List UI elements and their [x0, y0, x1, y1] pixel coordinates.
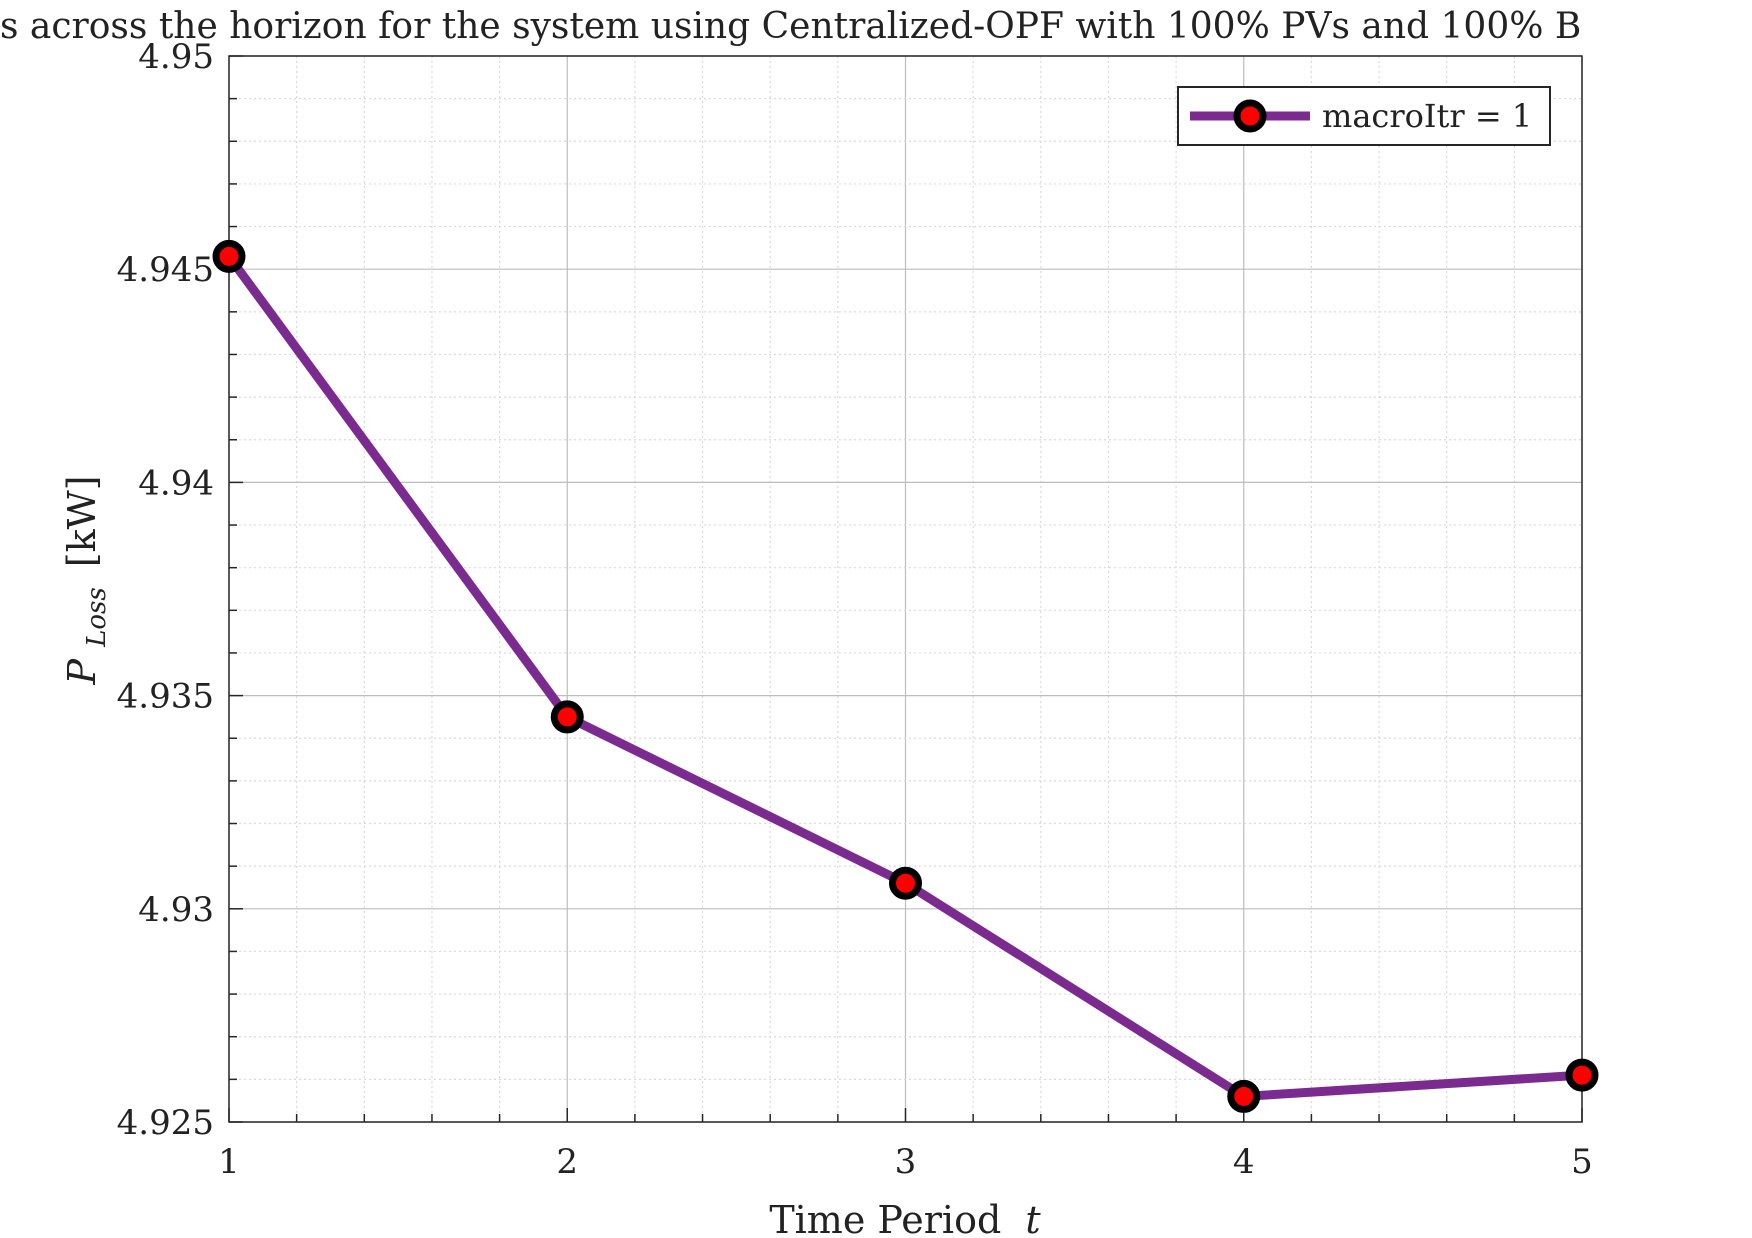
y-tick-labels: 4.925 4.93 4.935 4.94 4.945 4.95	[117, 37, 214, 1143]
y-axis-label-subscript: Loss	[82, 587, 112, 648]
data-point	[889, 866, 922, 900]
y-axis-label-symbol: P	[60, 658, 104, 686]
x-tick-label: 2	[556, 1142, 578, 1182]
y-tick-label: 4.94	[138, 463, 214, 503]
y-axis-label: P Loss [kW]	[60, 475, 114, 685]
y-tick-label: 4.945	[117, 250, 214, 290]
x-tick-labels: 1 2 3 4 5	[218, 1142, 1593, 1182]
x-axis-label-text: Time Period	[769, 1198, 1001, 1238]
svg-text:P Loss [kW]: P Loss [kW]	[60, 475, 114, 685]
y-tick-label: 4.93	[138, 890, 214, 930]
data-point	[550, 700, 584, 734]
grid	[228, 55, 1583, 1123]
x-tick-label: 5	[1571, 1142, 1593, 1182]
data-point	[1565, 1058, 1599, 1092]
chart-title: s across the horizon for the system usin…	[0, 6, 1581, 47]
axis-ticks	[228, 55, 1583, 1123]
data-point	[212, 239, 246, 273]
x-tick-label: 1	[218, 1142, 240, 1182]
y-tick-label: 4.925	[117, 1103, 214, 1143]
x-tick-label: 3	[895, 1142, 917, 1182]
x-axis-label-variable: t	[1025, 1198, 1041, 1238]
y-axis-label-unit: [kW]	[60, 475, 104, 567]
legend-marker-sample	[1233, 99, 1267, 133]
series-layer	[212, 239, 1599, 1113]
y-tick-label: 4.95	[138, 37, 214, 77]
x-tick-label: 4	[1233, 1142, 1255, 1182]
legend-entry-label: macroItr = 1	[1322, 97, 1532, 135]
legend: macroItr = 1	[1177, 86, 1551, 146]
x-axis-label: Time Period t	[769, 1198, 1041, 1238]
y-tick-label: 4.935	[117, 677, 214, 717]
data-point	[1227, 1079, 1261, 1113]
